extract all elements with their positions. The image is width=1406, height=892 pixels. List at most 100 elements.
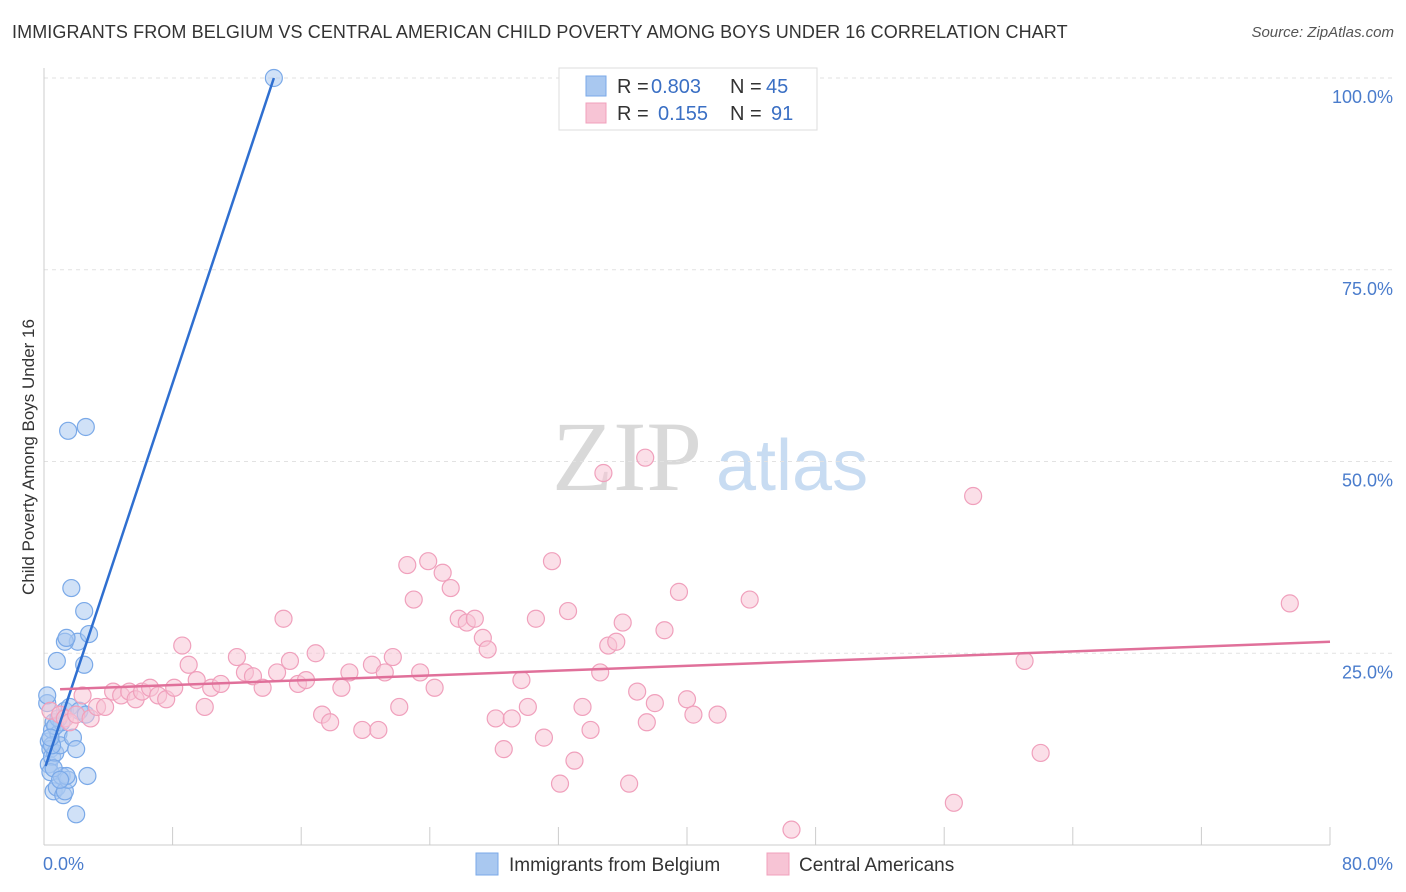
point-belgium-37 — [38, 686, 57, 705]
point-belgium-30 — [62, 578, 81, 598]
point-central-americans-59 — [512, 670, 531, 690]
y-axis-title: Child Poverty Among Boys Under 16 — [19, 319, 38, 595]
point-belgium-27 — [47, 651, 66, 671]
point-belgium-32 — [76, 417, 95, 437]
point-central-americans-47 — [419, 552, 438, 571]
point-central-americans-73 — [620, 774, 639, 793]
series-legend-swatch-belgium — [475, 852, 499, 876]
point-central-americans-83 — [594, 463, 613, 483]
point-central-americans-84 — [740, 590, 759, 609]
point-central-americans-78 — [669, 582, 689, 601]
legend-r-value-central-americans: 0.155 — [658, 103, 708, 125]
point-belgium-26 — [57, 628, 76, 648]
trend-lines — [44, 77, 1331, 767]
y-tick-label-1: 50.0% — [1342, 471, 1393, 491]
point-central-americans-8 — [95, 697, 115, 717]
point-central-americans-5 — [73, 686, 92, 705]
point-central-americans-72 — [613, 613, 632, 632]
x-tick-label-1: 80.0% — [1342, 854, 1393, 874]
point-central-americans-67 — [573, 697, 592, 717]
point-belgium-29 — [75, 601, 94, 621]
y-tick-label-3: 100.0% — [1332, 87, 1393, 107]
point-central-americans-64 — [550, 774, 570, 793]
point-belgium-34 — [67, 805, 86, 824]
point-central-americans-76 — [645, 694, 664, 713]
point-central-americans-80 — [684, 705, 703, 724]
point-central-americans-44 — [398, 555, 417, 575]
point-central-americans-46 — [411, 663, 430, 682]
point-central-americans-86 — [964, 486, 983, 506]
series-legend: Immigrants from Belgium Central American… — [475, 852, 954, 876]
legend-n-label-belgium: N = — [730, 76, 762, 98]
point-central-americans-85 — [782, 820, 801, 839]
point-central-americans-50 — [441, 578, 460, 598]
point-central-americans-81 — [708, 705, 727, 724]
legend-r-value-belgium: 0.803 — [651, 76, 701, 98]
watermark-atlas: atlas — [716, 426, 868, 506]
point-central-americans-63 — [542, 552, 562, 571]
point-central-americans-43 — [390, 697, 409, 717]
point-central-americans-18 — [173, 636, 192, 655]
point-central-americans-38 — [353, 720, 372, 740]
point-central-americans-48 — [425, 678, 444, 697]
point-central-americans-40 — [369, 720, 388, 740]
point-belgium-22 — [67, 740, 86, 759]
point-central-americans-65 — [558, 601, 578, 621]
point-central-americans-29 — [274, 609, 293, 628]
series-legend-label-belgium: Immigrants from Belgium — [509, 855, 720, 876]
point-central-americans-27 — [253, 678, 272, 697]
stats-legend: R = 0.803 N = 45 R = 0.155 N = 91 — [558, 67, 818, 131]
y-tick-label-2: 75.0% — [1342, 279, 1393, 299]
trend-line-central-americans — [60, 640, 1331, 691]
point-central-americans-33 — [306, 644, 325, 663]
point-central-americans-69 — [591, 663, 610, 682]
point-central-americans-62 — [534, 728, 554, 747]
point-central-americans-61 — [526, 609, 545, 628]
point-central-americans-45 — [404, 590, 423, 609]
series-legend-swatch-central-americans — [766, 852, 790, 876]
data-points — [38, 68, 1299, 839]
point-central-americans-87 — [1015, 651, 1034, 671]
point-central-americans-49 — [433, 563, 452, 582]
legend-r-label-belgium: R = — [617, 76, 649, 98]
point-central-americans-58 — [502, 709, 521, 728]
legend-swatch-belgium — [585, 75, 607, 97]
point-central-americans-42 — [383, 647, 402, 667]
point-central-americans-53 — [465, 609, 484, 628]
point-central-americans-75 — [637, 713, 656, 732]
point-belgium-33 — [78, 766, 97, 786]
point-central-americans-68 — [581, 720, 600, 740]
point-central-americans-89 — [944, 793, 963, 812]
point-central-americans-19 — [179, 655, 198, 674]
point-central-americans-88 — [1031, 743, 1050, 763]
point-central-americans-77 — [655, 621, 674, 640]
series-legend-label-central-americans: Central Americans — [799, 855, 954, 876]
point-central-americans-37 — [340, 663, 359, 682]
point-central-americans-35 — [321, 713, 340, 732]
point-central-americans-24 — [227, 647, 246, 667]
point-central-americans-66 — [565, 751, 584, 770]
y-tick-labels: 25.0% 50.0% 75.0% 100.0% — [1332, 87, 1393, 682]
y-tick-label-0: 25.0% — [1342, 662, 1393, 682]
watermark-zip: ZIP — [552, 401, 702, 512]
point-central-americans-56 — [486, 709, 505, 728]
x-tick-label-0: 0.0% — [43, 854, 84, 874]
point-belgium-31 — [59, 421, 78, 440]
chart-title: IMMIGRANTS FROM BELGIUM VS CENTRAL AMERI… — [12, 22, 1068, 42]
point-central-americans-17 — [165, 678, 184, 697]
point-central-americans-21 — [195, 697, 214, 717]
point-central-americans-90 — [1280, 594, 1299, 613]
legend-swatch-central-americans — [585, 102, 607, 124]
point-central-americans-82 — [636, 448, 655, 467]
point-central-americans-36 — [332, 678, 351, 697]
legend-n-value-central-americans: 91 — [771, 103, 793, 125]
point-central-americans-74 — [628, 682, 647, 701]
point-central-americans-57 — [494, 740, 513, 759]
legend-n-value-belgium: 45 — [766, 76, 788, 98]
point-central-americans-55 — [478, 640, 497, 659]
point-central-americans-79 — [677, 690, 697, 709]
legend-r-label-central-americans: R = — [617, 103, 649, 125]
x-tick-labels: 0.0% 80.0% — [43, 854, 1393, 874]
point-central-americans-30 — [280, 651, 300, 671]
